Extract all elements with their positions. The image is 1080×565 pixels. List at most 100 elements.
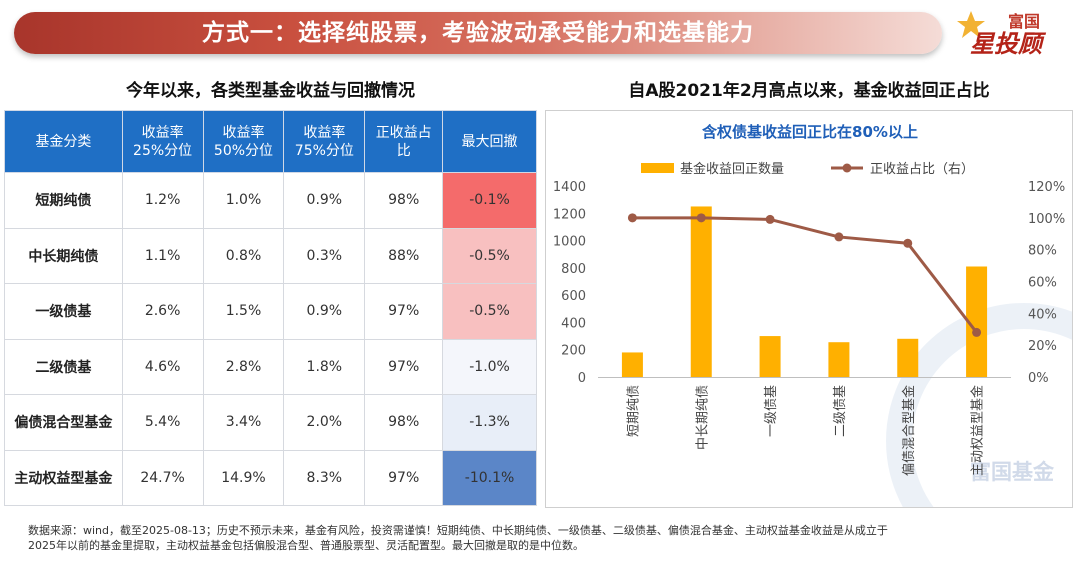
footnote: 数据来源：wind，截至2025-08-13；历史不预示未来，基金有风险，投资需… xyxy=(28,523,1068,553)
y-right-tick-label: 40% xyxy=(1028,307,1057,322)
bar xyxy=(759,336,781,377)
value-cell: 2.8% xyxy=(202,338,285,395)
bar xyxy=(966,266,988,377)
value-cell: 2.0% xyxy=(283,394,366,451)
x-tick-label: 二级债基 xyxy=(833,385,848,437)
y-right-tick-label: 80% xyxy=(1028,244,1057,259)
column-header: 收益率 50%分位 xyxy=(202,110,285,173)
line-series xyxy=(632,216,978,334)
column-header: 基金分类 xyxy=(4,110,123,173)
value-cell: 1.0% xyxy=(202,172,285,229)
y-left-tick-label: 0 xyxy=(578,371,586,386)
bar xyxy=(690,206,712,377)
value-cell: 88% xyxy=(364,227,444,284)
value-cell: 98% xyxy=(364,172,444,229)
line-point xyxy=(696,213,706,223)
bar xyxy=(897,338,919,377)
y-left-tick-label: 600 xyxy=(561,289,586,304)
fund-category-cell: 主动权益型基金 xyxy=(4,449,123,506)
x-tick-label: 偏债混合型基金 xyxy=(901,385,917,476)
value-cell: 8.3% xyxy=(283,449,366,506)
value-cell: 98% xyxy=(364,394,444,451)
star-icon xyxy=(957,11,985,38)
table-section-title: 今年以来，各类型基金收益与回撤情况 xyxy=(126,81,415,101)
fund-category-cell: 一级债基 xyxy=(4,283,123,340)
y-right-tick-label: 0% xyxy=(1028,371,1049,386)
value-cell: 97% xyxy=(364,449,444,506)
legend-line-marker xyxy=(842,163,852,173)
max-drawdown-cell: -0.1% xyxy=(442,172,537,229)
column-header: 收益率 25%分位 xyxy=(121,110,204,173)
y-right-tick-label: 20% xyxy=(1028,339,1057,354)
value-cell: 2.6% xyxy=(121,283,204,340)
line-point xyxy=(972,327,982,337)
logo-main-text: 星投顾 xyxy=(970,30,1042,58)
legend-bar-label: 基金收益回正数量 xyxy=(680,161,784,177)
column-header: 正收益占比 xyxy=(364,110,444,173)
footnote-line-1: 数据来源：wind，截至2025-08-13；历史不预示未来，基金有风险，投资需… xyxy=(28,524,888,537)
table-row: 一级债基 2.6% 1.5% 0.9% 97% -0.5% xyxy=(4,283,537,340)
table-body: 短期纯债 1.2% 1.0% 0.9% 98% -0.1% 中长期纯债 1.1% 0.8% 0.3… xyxy=(4,172,537,506)
value-cell: 0.8% xyxy=(202,227,285,284)
chart-panel: 富国基金 含权债基收益回正比在80%以上基金收益回正数量 正收益占比（右） 0 200 4… xyxy=(545,110,1073,508)
y-left-tick-label: 200 xyxy=(561,344,586,359)
x-tick-label: 短期纯债 xyxy=(626,385,641,437)
x-tick-label: 主动权益型基金 xyxy=(970,385,986,476)
max-drawdown-cell: -0.5% xyxy=(442,227,537,284)
table-row: 短期纯债 1.2% 1.0% 0.9% 98% -0.1% xyxy=(4,172,537,229)
value-cell: 5.4% xyxy=(121,394,204,451)
table-row: 中长期纯债 1.1% 0.8% 0.3% 88% -0.5% xyxy=(4,227,537,284)
table-row: 主动权益型基金 24.7% 14.9% 8.3% 97% -10.1% xyxy=(4,449,537,506)
logo-top-text: 富国 xyxy=(1008,12,1041,31)
brand-logo: 富国 星投顾 xyxy=(952,4,1074,60)
value-cell: 1.1% xyxy=(121,227,204,284)
value-cell: 3.4% xyxy=(202,394,285,451)
y-left-tick-label: 1200 xyxy=(553,207,586,222)
y-left-tick-label: 1000 xyxy=(553,235,586,250)
y-right-tick-label: 100% xyxy=(1028,212,1065,227)
line-point xyxy=(903,238,913,248)
value-cell: 97% xyxy=(364,338,444,395)
fund-category-cell: 中长期纯债 xyxy=(4,227,123,284)
header-banner: 方式一：选择纯股票，考验波动承受能力和选基能力 xyxy=(14,12,942,54)
watermark-ring xyxy=(886,303,1072,507)
value-cell: 97% xyxy=(364,283,444,340)
y-left-tick-label: 1400 xyxy=(553,180,586,195)
bar xyxy=(621,352,643,377)
value-cell: 1.8% xyxy=(283,338,366,395)
value-cell: 0.9% xyxy=(283,283,366,340)
x-tick-label: 中长期纯债 xyxy=(695,385,710,450)
footnote-line-2: 2025年以前的基金里提取，主动权益基金包括偏股混合型、普通股票型、灵活配置型。… xyxy=(28,539,584,552)
max-drawdown-cell: -1.3% xyxy=(442,394,537,451)
value-cell: 0.9% xyxy=(283,172,366,229)
fund-return-table: 基金分类 收益率 25%分位 收益率 50%分位 收益率 75%分位 正收益占比最大回撤 短期… xyxy=(4,110,537,506)
value-cell: 1.2% xyxy=(121,172,204,229)
value-cell: 4.6% xyxy=(121,338,204,395)
value-cell: 24.7% xyxy=(121,449,204,506)
table-row: 二级债基 4.6% 2.8% 1.8% 97% -1.0% xyxy=(4,338,537,395)
y-right-tick-label: 60% xyxy=(1028,276,1057,291)
table-row: 偏债混合型基金 5.4% 3.4% 2.0% 98% -1.3% xyxy=(4,394,537,451)
legend-bar-swatch xyxy=(641,163,674,173)
banner-title: 方式一：选择纯股票，考验波动承受能力和选基能力 xyxy=(202,20,754,46)
line-point xyxy=(765,214,775,224)
y-right-tick-label: 120% xyxy=(1028,180,1065,195)
watermark-text: 富国基金 xyxy=(970,460,1055,484)
bar xyxy=(828,342,850,377)
fund-category-cell: 偏债混合型基金 xyxy=(4,394,123,451)
x-tick-label: 一级债基 xyxy=(764,385,779,437)
max-drawdown-cell: -10.1% xyxy=(442,449,537,506)
chart-section-title: 自A股2021年2月高点以来，基金收益回正占比 xyxy=(628,81,990,101)
legend-line-label: 正收益占比（右） xyxy=(870,162,974,177)
line-point xyxy=(627,213,637,223)
value-cell: 14.9% xyxy=(202,449,285,506)
column-header: 收益率 75%分位 xyxy=(283,110,366,173)
column-header: 最大回撤 xyxy=(442,110,537,173)
chart-title: 含权债基收益回正比在80%以上 xyxy=(702,123,918,141)
fund-category-cell: 二级债基 xyxy=(4,338,123,395)
max-drawdown-cell: -0.5% xyxy=(442,283,537,340)
y-left-tick-label: 400 xyxy=(561,316,586,331)
line-point xyxy=(834,232,844,242)
fund-category-cell: 短期纯债 xyxy=(4,172,123,229)
